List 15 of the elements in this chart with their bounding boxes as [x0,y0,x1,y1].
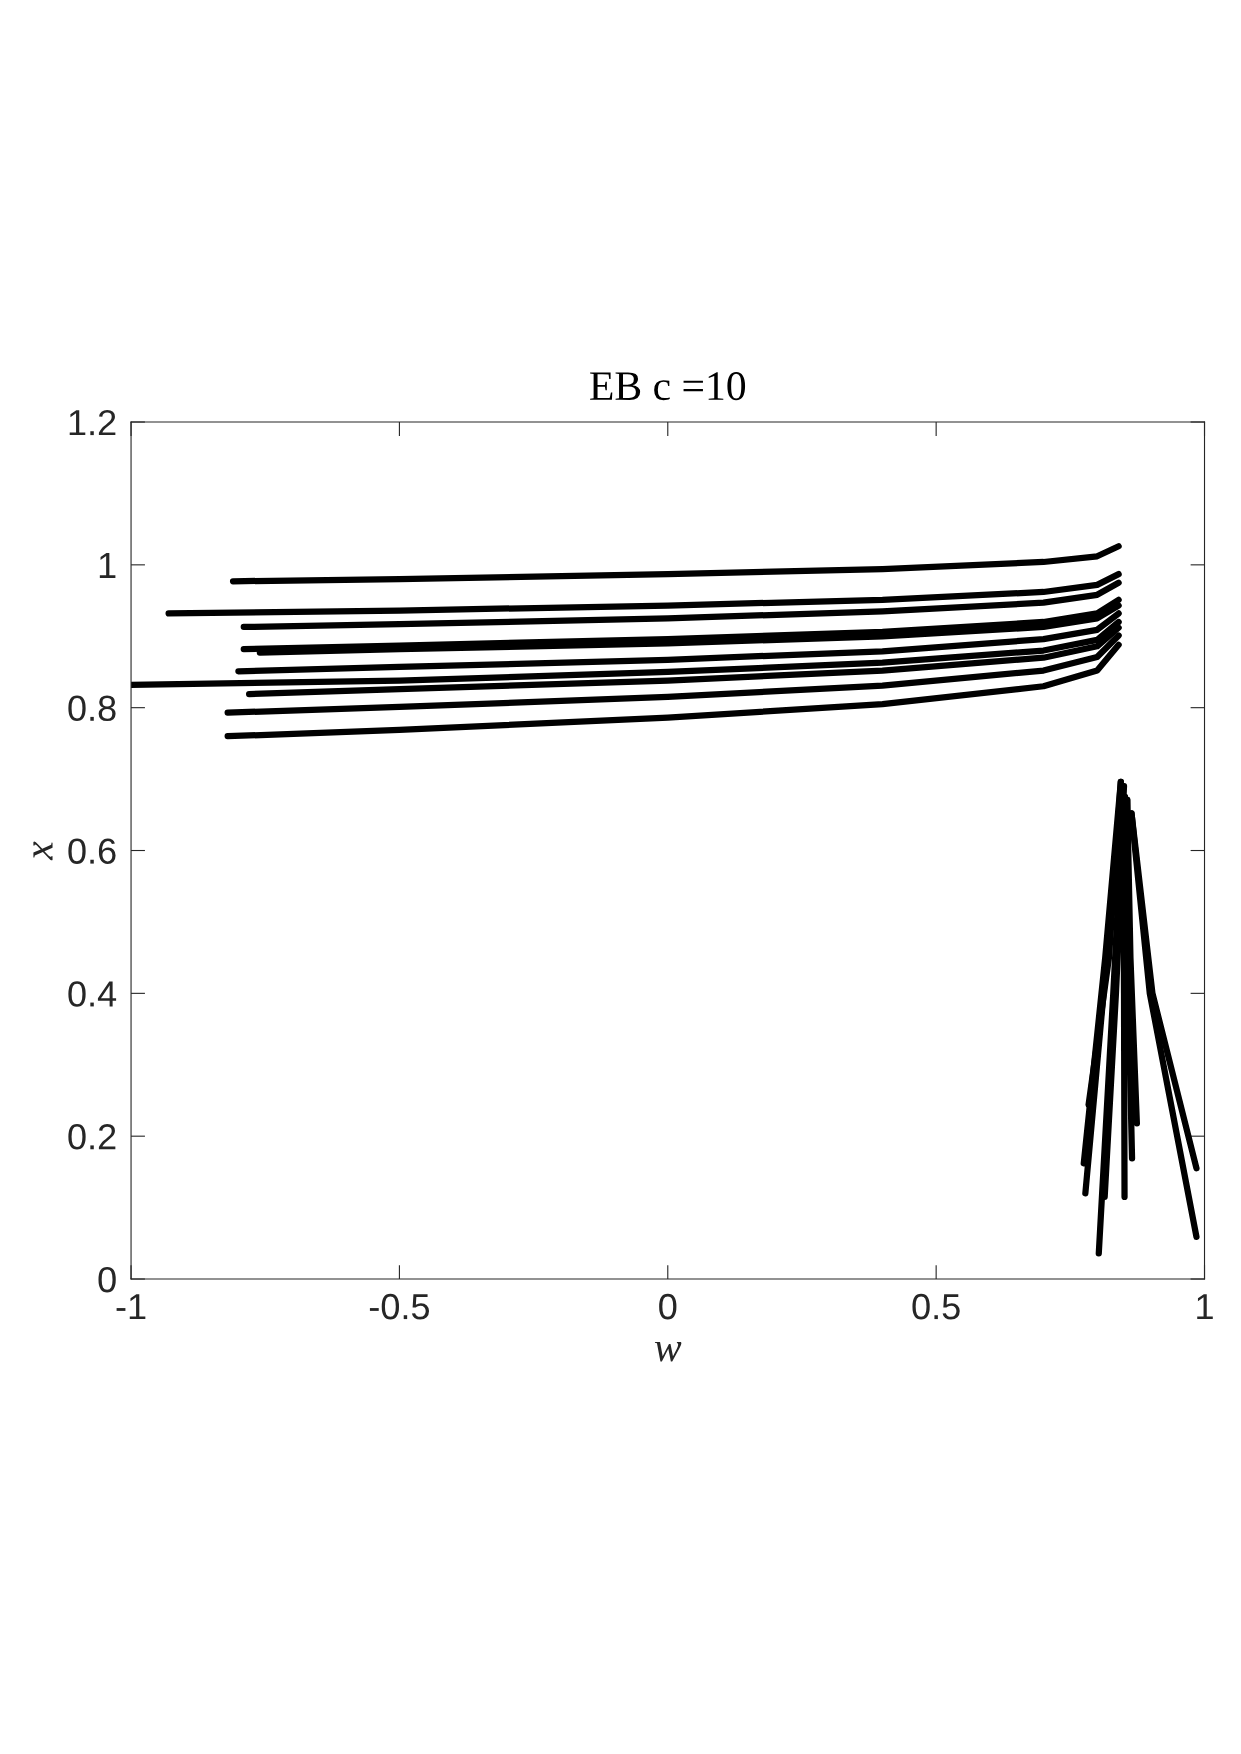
y-tick-label: 0.2 [68,1124,116,1150]
x-tick-label: 1 [1197,1294,1213,1320]
y-tick-label: 0.4 [68,981,117,1007]
y-tick-label: 1 [99,553,116,578]
x-axis-title: w [654,1341,682,1362]
y-tick-label: 0 [98,1266,116,1293]
x-tick-label: -1 [116,1294,146,1320]
y-tick-label: 1.2 [69,409,116,436]
y-tick-label: 0.8 [68,695,116,722]
chart-title: EB c =10 [590,372,746,401]
x-tick-label: 0.5 [912,1293,960,1320]
x-tick-label: 0 [659,1293,677,1320]
x-tick-label: -0.5 [369,1293,430,1320]
y-tick-label: 0.6 [68,838,116,864]
y-axis-title: x [33,841,53,861]
